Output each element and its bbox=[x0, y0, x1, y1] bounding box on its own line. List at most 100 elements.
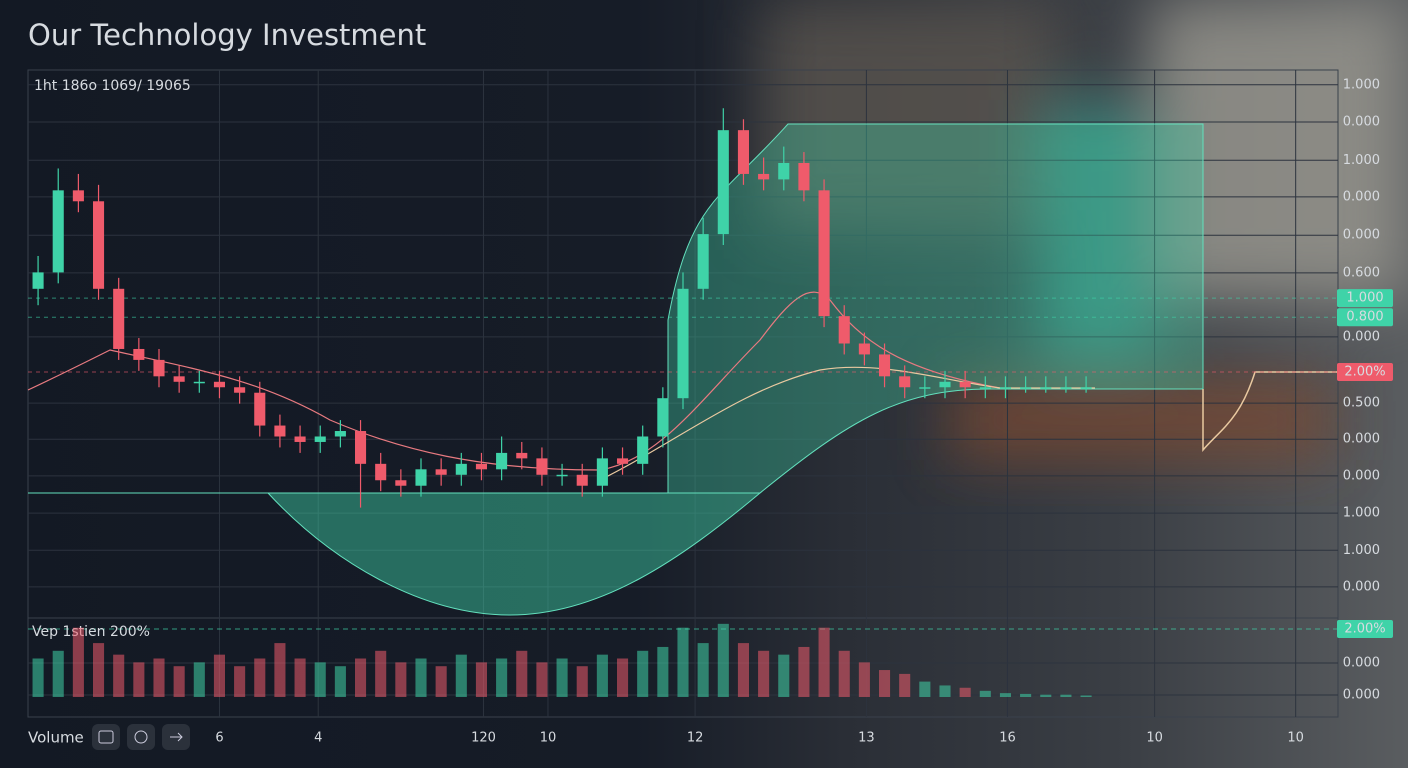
candle-body bbox=[294, 436, 306, 442]
candle-body bbox=[173, 376, 185, 382]
indicator-line bbox=[599, 366, 1095, 481]
volume-bar bbox=[657, 646, 669, 697]
y-tick-label: 0.000 bbox=[1343, 189, 1380, 204]
volume-label: Vep 1stien 200% bbox=[32, 624, 150, 640]
volume-bar bbox=[536, 662, 548, 697]
backdrop-blur bbox=[760, 0, 1408, 460]
x-tick-label: 16 bbox=[999, 731, 1016, 746]
volume-bar bbox=[1020, 693, 1032, 697]
volume-bar bbox=[274, 643, 286, 697]
volume-bar bbox=[737, 643, 750, 697]
chart-subtitle: 1ht 186o 1069/ 19065 bbox=[34, 78, 191, 94]
price-badge-label: 1.000 bbox=[1346, 291, 1383, 306]
x-tick-label: 12 bbox=[687, 731, 704, 746]
candle-body bbox=[354, 431, 367, 464]
candle-body bbox=[133, 348, 145, 360]
volume-bar bbox=[52, 650, 64, 697]
candle-body bbox=[979, 387, 991, 389]
volume-bar bbox=[637, 650, 649, 697]
candle-body bbox=[536, 458, 548, 475]
volume-tick-label: 0.000 bbox=[1343, 687, 1380, 702]
volume-bar bbox=[697, 643, 709, 697]
price-badge bbox=[1337, 362, 1393, 381]
candle-body bbox=[576, 474, 588, 486]
candle-body bbox=[395, 480, 407, 486]
candle-body bbox=[455, 463, 467, 475]
candle-body bbox=[919, 387, 931, 389]
x-tick-label: 10 bbox=[540, 731, 557, 746]
candle-body bbox=[697, 234, 709, 289]
x-tick-label: 13 bbox=[858, 731, 875, 746]
candle-body bbox=[274, 425, 286, 437]
candle-body bbox=[999, 387, 1012, 389]
volume-bar bbox=[717, 623, 729, 697]
price-badge bbox=[1337, 308, 1393, 327]
volume-bar bbox=[213, 654, 226, 697]
volume-bar bbox=[818, 627, 830, 697]
candle-body bbox=[959, 381, 971, 388]
price-badge bbox=[1337, 289, 1393, 308]
volume-bar bbox=[435, 666, 447, 697]
price-badge-label: 2.00% bbox=[1344, 364, 1385, 379]
volume-bar bbox=[314, 662, 326, 697]
tool-icon bbox=[170, 732, 183, 742]
x-tick-label: 10 bbox=[1146, 731, 1163, 746]
y-tick-label: 1.000 bbox=[1343, 153, 1380, 168]
volume-bar bbox=[32, 658, 44, 697]
candle-body bbox=[737, 130, 750, 174]
candle-body bbox=[1060, 387, 1072, 389]
candle-body bbox=[254, 392, 266, 426]
candle-body bbox=[1020, 387, 1032, 389]
volume-bar bbox=[939, 685, 951, 697]
volume-bar bbox=[475, 662, 488, 697]
tool-button[interactable] bbox=[92, 724, 120, 750]
candle-body bbox=[798, 162, 810, 191]
volume-bar bbox=[254, 658, 266, 697]
volume-bar bbox=[375, 650, 387, 697]
candle-body bbox=[113, 288, 125, 349]
candle-body bbox=[32, 272, 44, 289]
candle-body bbox=[1040, 387, 1052, 389]
candle-body bbox=[899, 376, 911, 388]
y-tick-label: 0.000 bbox=[1343, 114, 1380, 129]
candle-body bbox=[939, 381, 951, 388]
candle-body bbox=[657, 398, 669, 437]
y-tick-label: 0.000 bbox=[1343, 579, 1380, 594]
volume-tick-label: 0.000 bbox=[1343, 655, 1380, 670]
y-tick-label: 0.500 bbox=[1343, 396, 1380, 411]
volume-bar bbox=[838, 650, 850, 697]
candle-body bbox=[496, 452, 508, 470]
volume-bar bbox=[1080, 695, 1092, 697]
x-tick-label: 120 bbox=[471, 731, 496, 746]
candle-body bbox=[858, 343, 870, 355]
volume-bar bbox=[858, 662, 870, 697]
volume-bar bbox=[234, 666, 246, 697]
candle-body bbox=[52, 190, 64, 273]
area-shape bbox=[28, 492, 762, 616]
indicator-line bbox=[1202, 371, 1338, 453]
volume-bar bbox=[193, 662, 205, 697]
volume-bar bbox=[959, 687, 971, 697]
volume-bar bbox=[153, 658, 165, 697]
volume-bar bbox=[133, 662, 145, 697]
volume-bar bbox=[979, 690, 991, 697]
candle-body bbox=[878, 354, 891, 377]
y-tick-label: 0.000 bbox=[1343, 432, 1380, 447]
candle-body bbox=[213, 381, 226, 388]
candle-body bbox=[556, 474, 568, 477]
candle-body bbox=[234, 387, 246, 393]
candle-body bbox=[778, 162, 790, 180]
candle-body bbox=[637, 436, 649, 464]
candle-body bbox=[838, 316, 850, 344]
candle-body bbox=[1080, 387, 1092, 389]
volume-bar bbox=[677, 627, 689, 697]
volume-bar bbox=[899, 673, 911, 697]
y-tick-label: 0.000 bbox=[1343, 228, 1380, 243]
price-badge bbox=[1337, 620, 1393, 639]
volume-bar bbox=[758, 650, 770, 697]
volume-bar bbox=[496, 658, 508, 697]
tool-icon bbox=[134, 730, 148, 744]
volume-bar bbox=[334, 666, 346, 697]
tool-button[interactable] bbox=[127, 724, 155, 750]
